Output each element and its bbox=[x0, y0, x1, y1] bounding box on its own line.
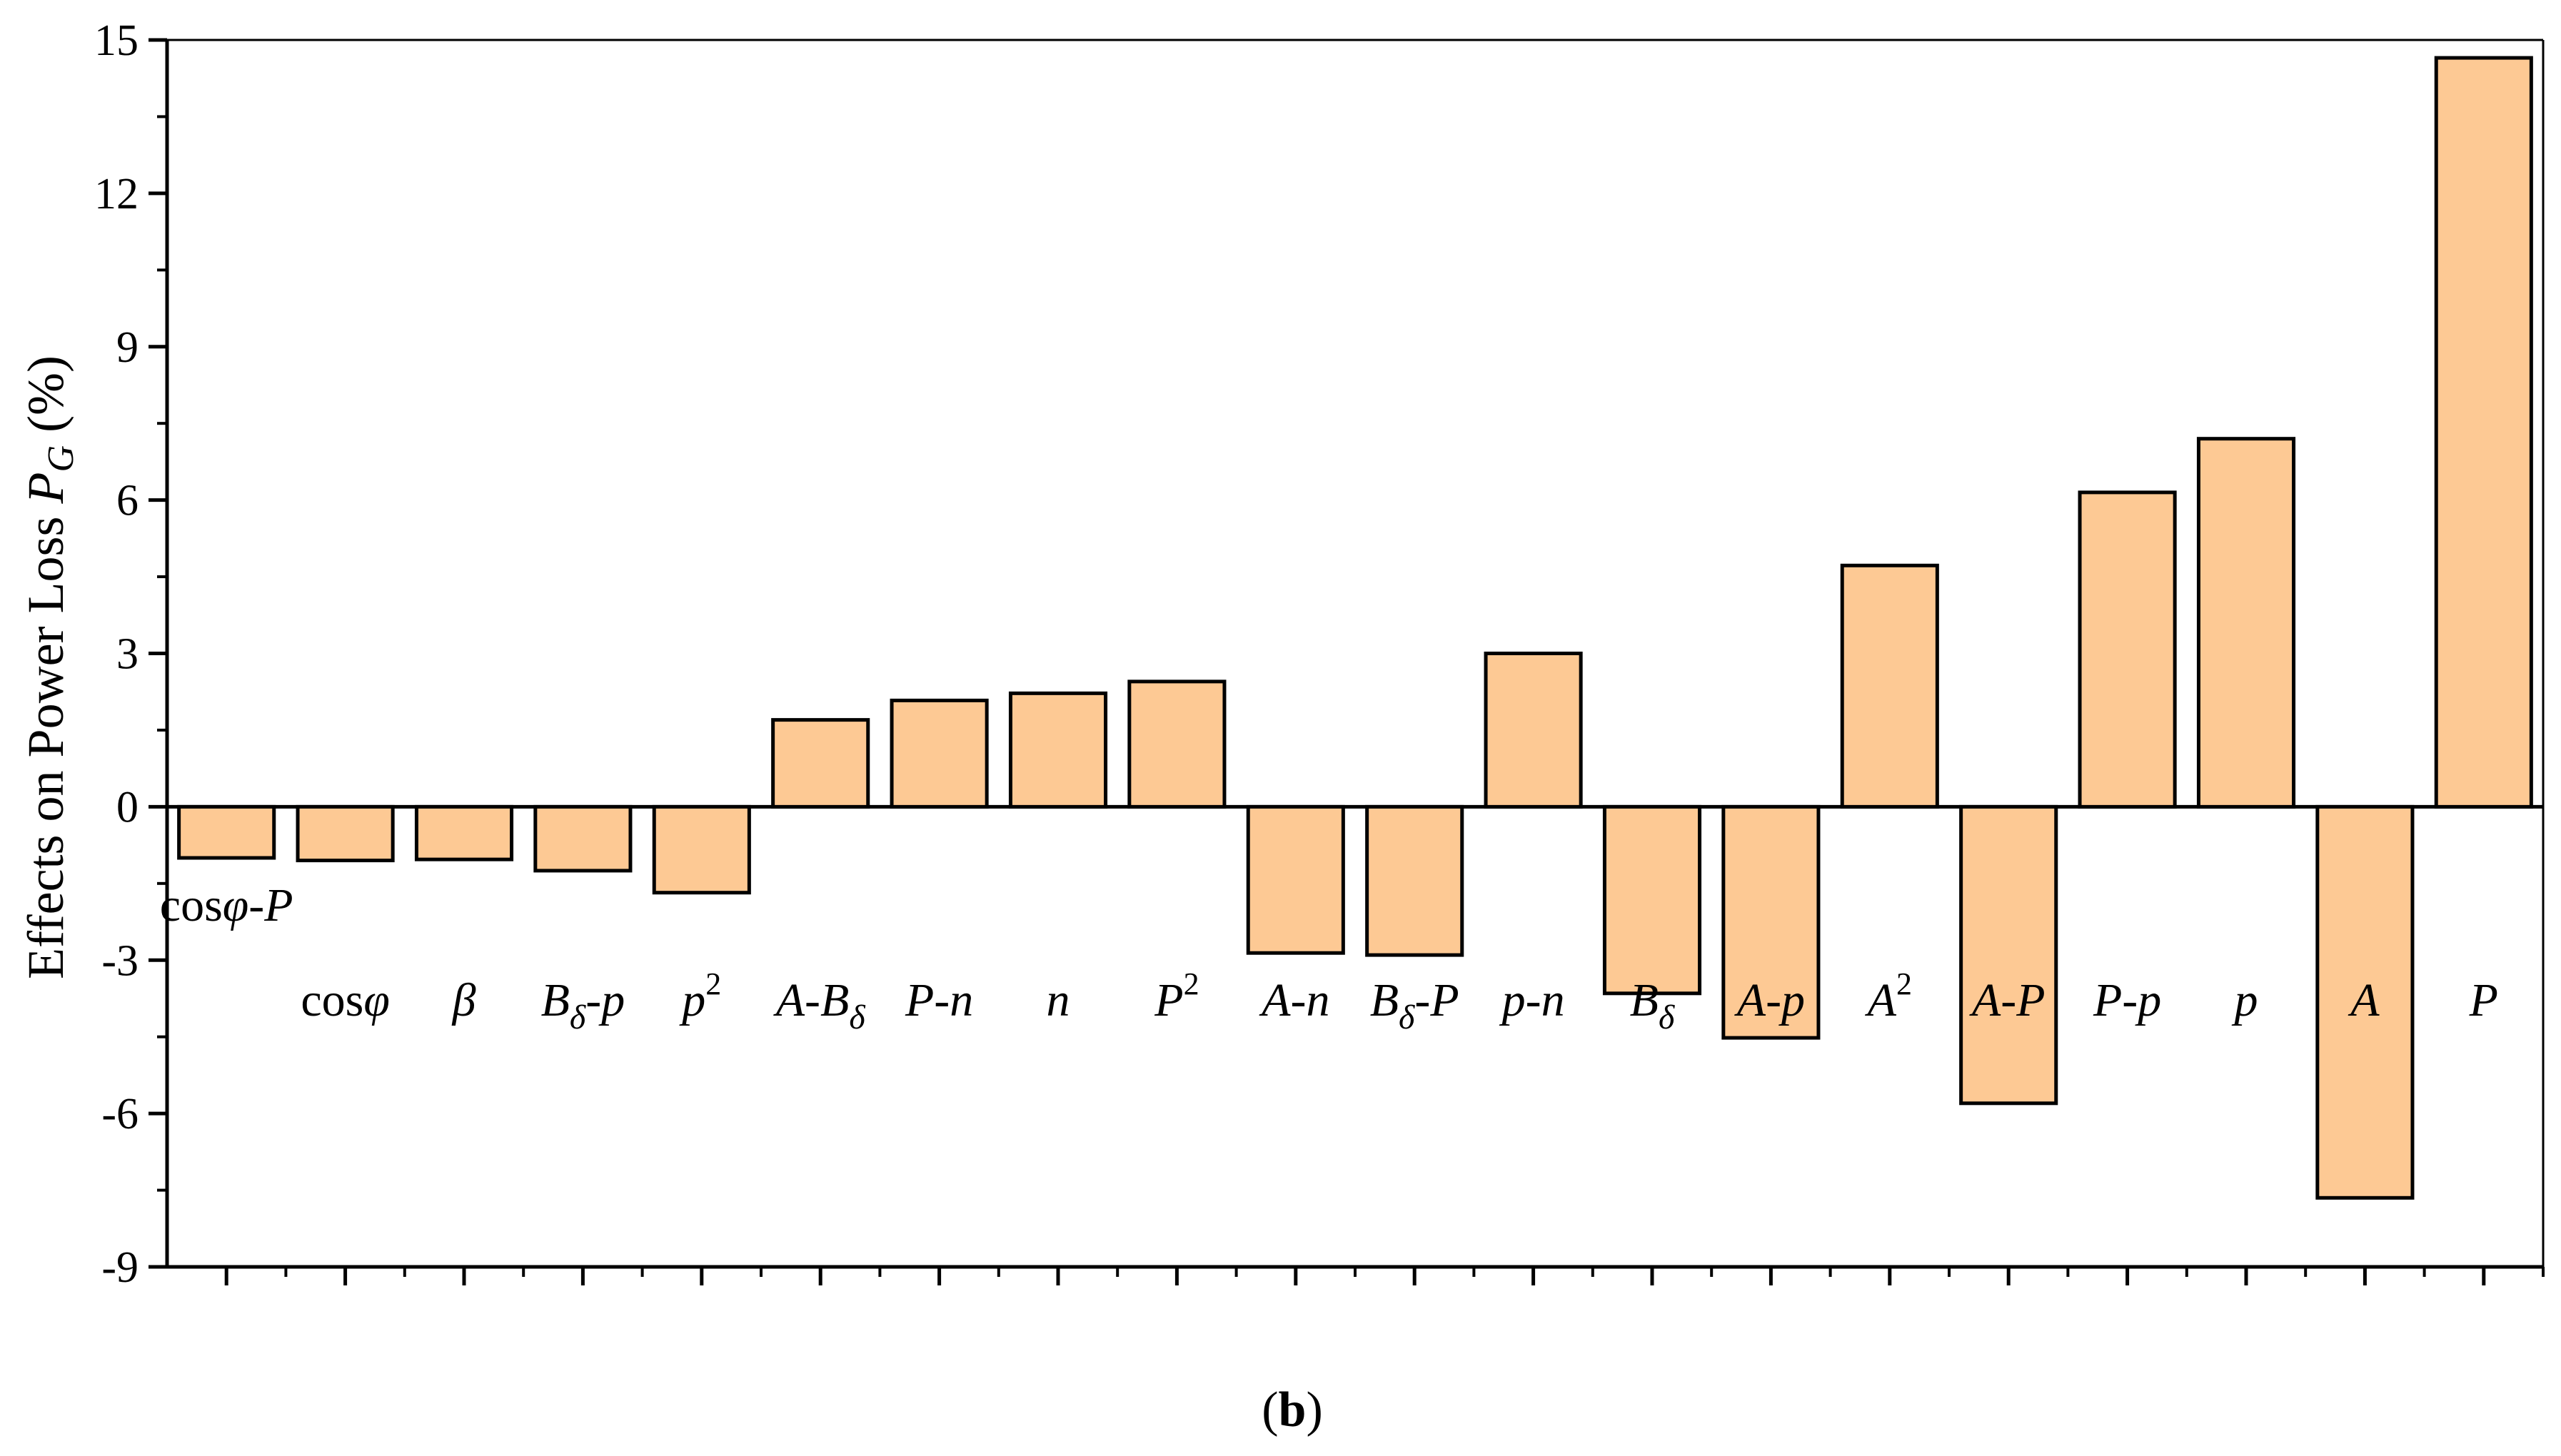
category-label: A2​ bbox=[1865, 966, 1912, 1026]
bar bbox=[2196, 437, 2296, 809]
bar bbox=[1246, 804, 1345, 955]
category-label: β bbox=[451, 974, 476, 1026]
y-tick-label: 12 bbox=[94, 170, 139, 218]
bar bbox=[2434, 56, 2533, 809]
bar bbox=[1602, 804, 1702, 996]
plot-axes bbox=[149, 38, 2545, 1285]
y-tick-label: 9 bbox=[116, 323, 139, 372]
category-label: P bbox=[2469, 974, 2498, 1026]
category-label: cosφ bbox=[301, 974, 389, 1026]
bar bbox=[1959, 804, 2058, 1106]
figure-caption: (b) bbox=[1262, 1382, 1323, 1437]
caption-open: ( bbox=[1262, 1382, 1278, 1437]
category-label: Bδ​-p bbox=[541, 974, 625, 1036]
bar bbox=[771, 718, 870, 809]
caption-close: ) bbox=[1306, 1382, 1322, 1437]
bar bbox=[1365, 804, 1464, 957]
bar bbox=[414, 804, 514, 861]
y-tick-label: 3 bbox=[116, 630, 139, 679]
bar bbox=[177, 804, 276, 860]
bar bbox=[890, 698, 989, 809]
bar bbox=[533, 804, 633, 873]
y-tick-label: -6 bbox=[101, 1090, 139, 1138]
y-tick-label: 6 bbox=[116, 477, 139, 525]
y-axis-label: Effects on Power Loss PG (%) bbox=[17, 355, 81, 979]
category-label: A-Bδ​ bbox=[773, 974, 866, 1036]
category-label: p-n bbox=[1499, 974, 1565, 1026]
category-label: A-n bbox=[1259, 974, 1329, 1026]
y-tick-labels: -9 -6 -3 0 3 6 9 12 15 bbox=[94, 16, 139, 1292]
bar bbox=[652, 804, 751, 895]
bar bbox=[2078, 490, 2177, 809]
y-tick-label: 15 bbox=[94, 16, 139, 65]
category-label: P2​ bbox=[1154, 966, 1199, 1026]
y-tick-label: 0 bbox=[116, 783, 139, 831]
category-label: n bbox=[1047, 974, 1070, 1026]
category-label: P-n bbox=[905, 974, 973, 1026]
bar bbox=[1840, 563, 1939, 809]
bar bbox=[2315, 804, 2415, 1200]
bar bbox=[1008, 691, 1108, 809]
category-label: P-p bbox=[2093, 974, 2161, 1026]
category-label: p2​ bbox=[679, 966, 721, 1026]
bar bbox=[1721, 804, 1821, 1040]
category-label: A-P bbox=[1969, 974, 2046, 1026]
category-label: A-p bbox=[1734, 974, 1805, 1026]
category-label: Bδ​-P bbox=[1370, 974, 1459, 1036]
y-tick-label: -9 bbox=[101, 1243, 139, 1292]
category-label: A bbox=[2348, 974, 2380, 1026]
category-label: Bδ​ bbox=[1630, 974, 1675, 1036]
y-tick-label: -3 bbox=[101, 936, 139, 985]
bar bbox=[296, 804, 395, 863]
category-label: cosφ-P bbox=[160, 879, 293, 931]
bar bbox=[1484, 652, 1583, 809]
caption-letter: b bbox=[1279, 1382, 1307, 1437]
bar bbox=[1127, 679, 1227, 809]
category-label: p bbox=[2232, 974, 2258, 1026]
bars-group bbox=[177, 56, 2533, 1200]
